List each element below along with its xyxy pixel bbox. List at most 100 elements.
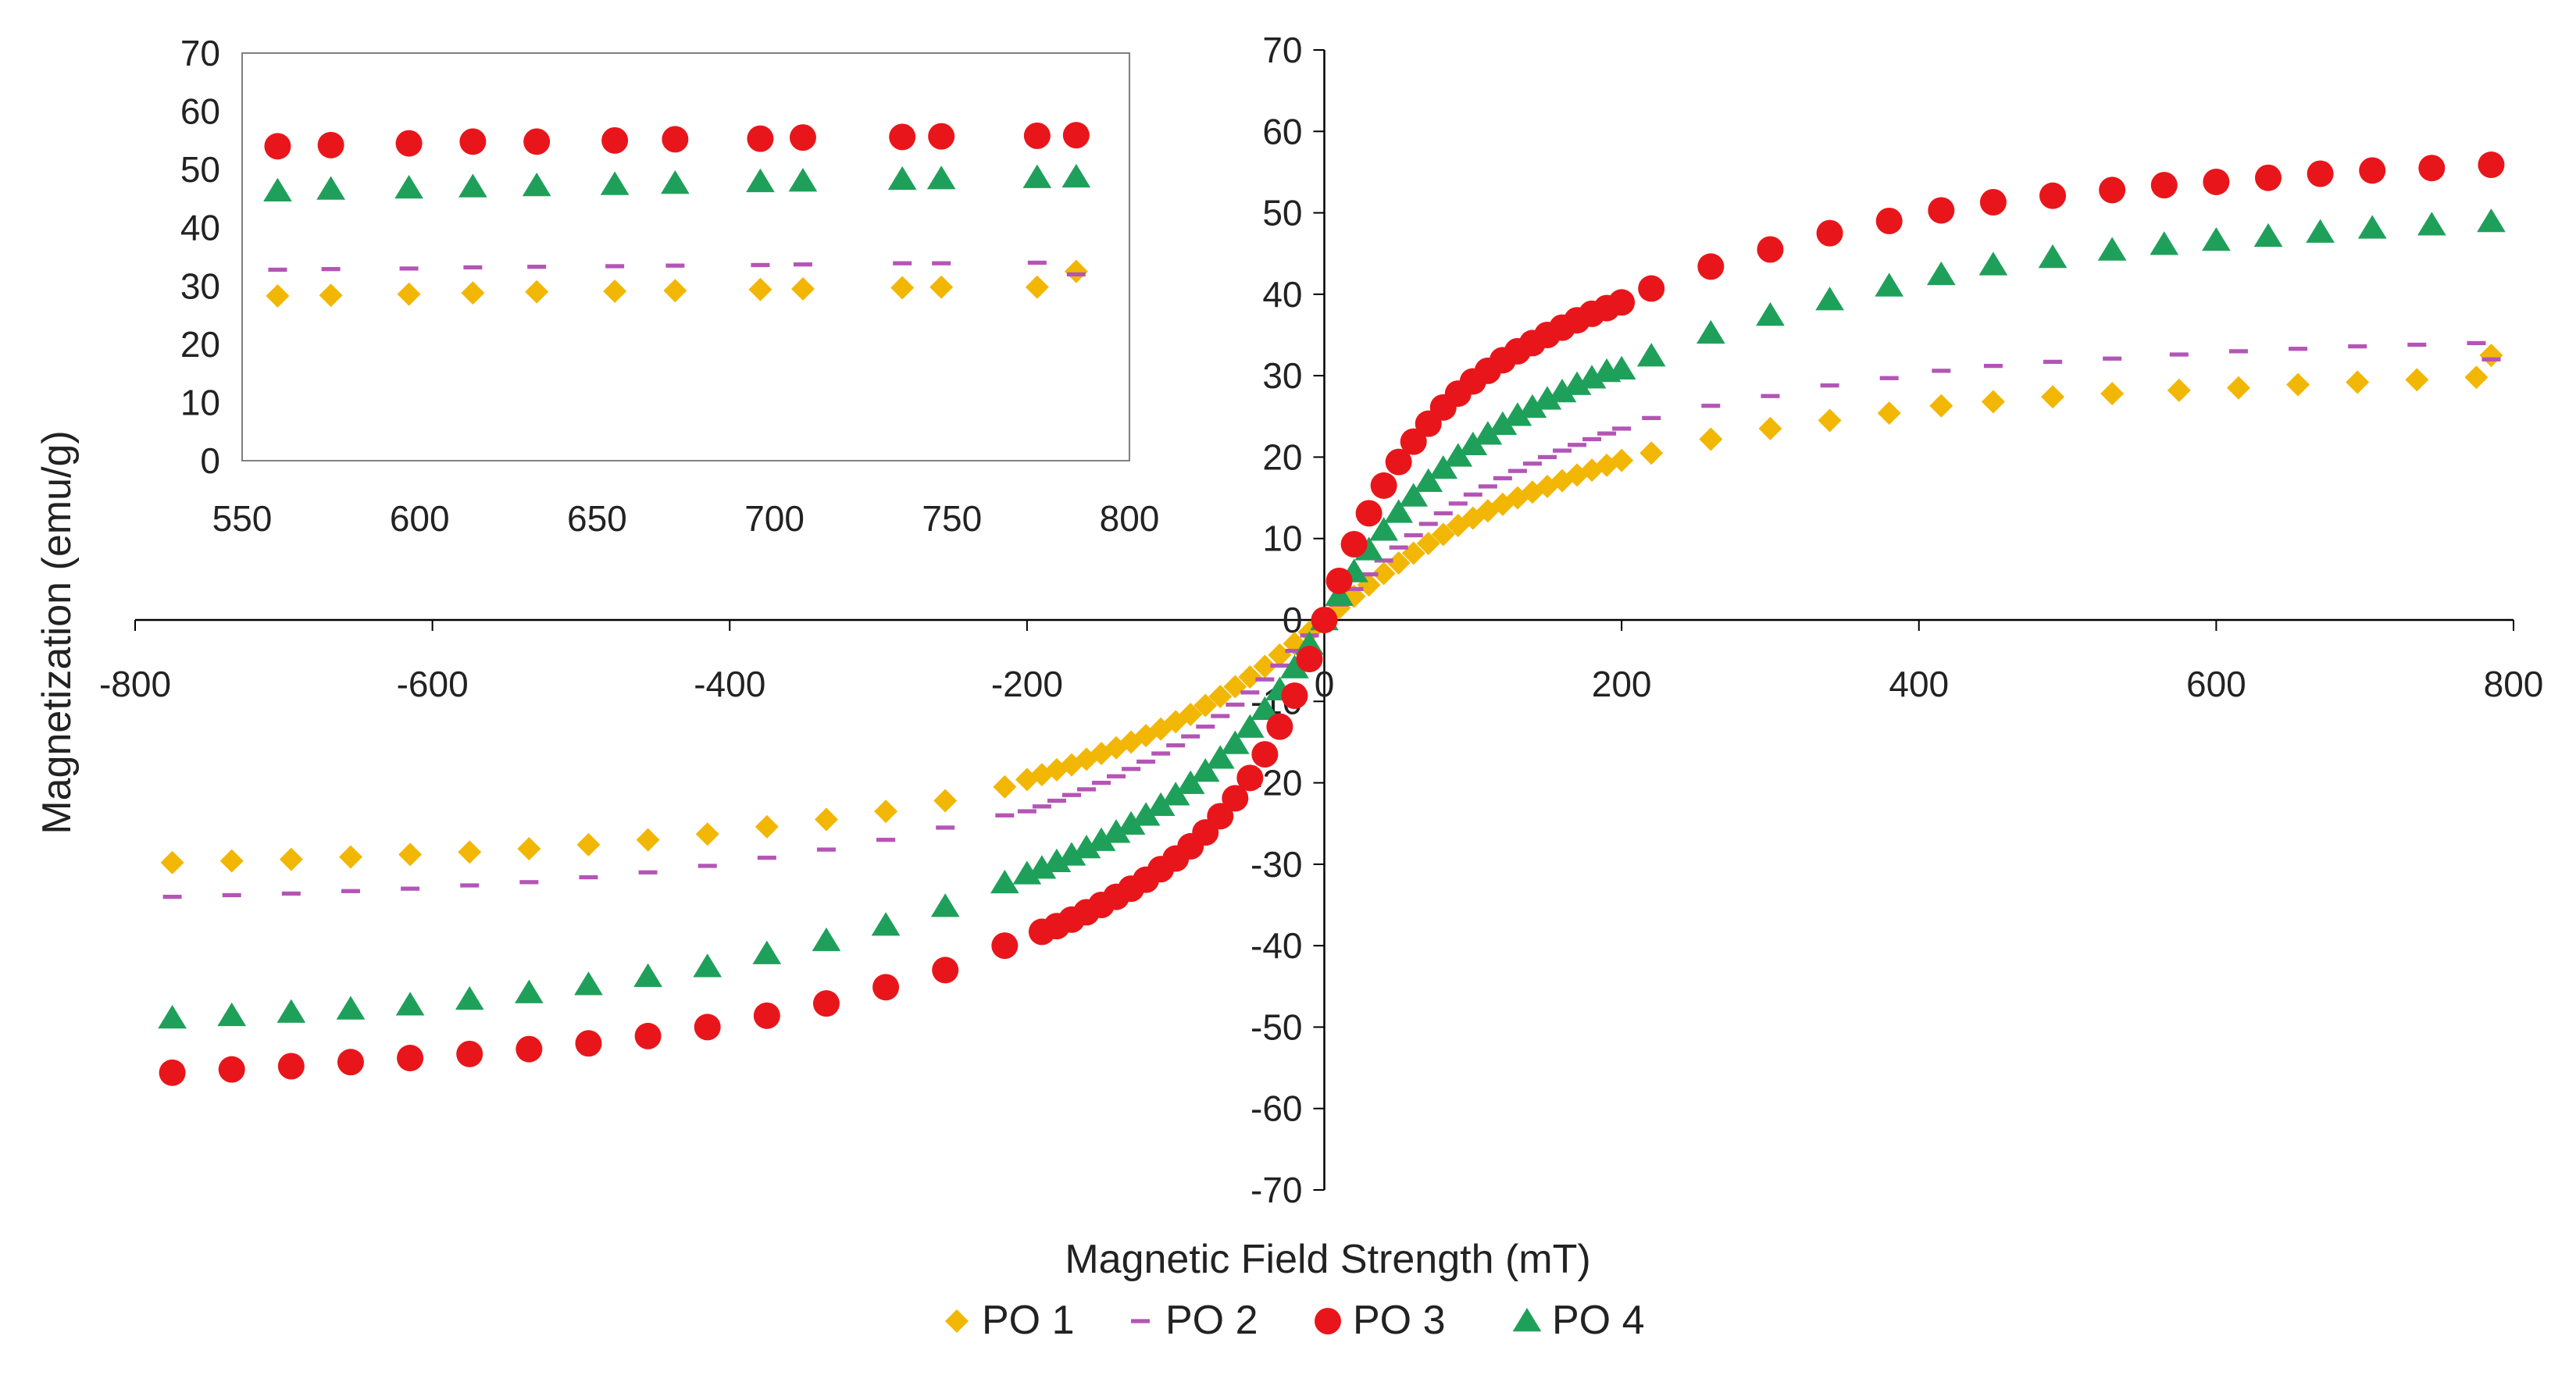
data-point <box>1431 522 1455 547</box>
inset-data-point <box>399 266 419 271</box>
data-point <box>694 1013 721 1041</box>
data-point <box>2202 227 2231 251</box>
data-point <box>1488 411 1518 435</box>
main-x-tick-label: 0 <box>1315 664 1335 704</box>
data-point <box>1443 443 1473 467</box>
inset-data-point <box>890 276 915 300</box>
main-x-tick-label: 600 <box>2186 664 2246 704</box>
data-point <box>1101 819 1131 843</box>
inset-data-point <box>394 175 423 199</box>
inset-series-po-3 <box>264 122 1090 160</box>
data-point <box>1280 654 1309 679</box>
legend-marker <box>945 1309 969 1333</box>
main-x-tick-label: 400 <box>1889 664 1949 704</box>
inset-data-point <box>321 267 341 272</box>
inset-data-point <box>461 281 485 305</box>
data-point <box>2477 208 2506 233</box>
data-point <box>219 849 244 873</box>
inset-data-point <box>603 279 627 303</box>
data-point <box>1568 443 1587 447</box>
data-point <box>1877 401 1901 426</box>
data-point <box>460 883 480 888</box>
inset-y-tick-label: 0 <box>200 440 220 481</box>
inset-data-point <box>523 128 551 155</box>
data-point <box>1473 421 1503 445</box>
data-point <box>217 1002 247 1027</box>
data-point <box>1816 219 1843 247</box>
inset-data-point <box>600 171 630 195</box>
inset-data-point <box>889 123 916 151</box>
data-point <box>1758 416 1782 440</box>
data-point <box>2150 172 2178 199</box>
legend: PO 1 PO 2 PO 3 PO 4 <box>945 1298 1645 1343</box>
data-point <box>1478 484 1497 489</box>
data-point <box>519 880 539 885</box>
inset-y-tick-label: 60 <box>180 91 220 132</box>
data-point <box>1929 394 1953 418</box>
main-x-tick-label: 800 <box>2484 664 2544 704</box>
data-point <box>693 953 722 978</box>
data-point <box>1017 809 1036 814</box>
main-x-tick-label: -400 <box>694 664 765 704</box>
data-point <box>341 889 360 893</box>
data-point <box>1222 785 1249 812</box>
main-y-tick-label: 10 <box>1262 518 1302 559</box>
data-point <box>1638 275 1665 302</box>
data-point <box>2253 223 2283 248</box>
data-point <box>1463 492 1482 497</box>
data-point <box>158 1004 187 1029</box>
inset-data-point <box>793 262 812 267</box>
inset-data-point <box>395 130 423 157</box>
inset-y-tick-label: 30 <box>180 265 220 306</box>
data-point <box>695 822 719 846</box>
data-point <box>162 894 182 899</box>
inset-data-point <box>263 177 292 201</box>
data-point <box>1077 787 1096 792</box>
legend-marker <box>1315 1308 1341 1334</box>
data-point <box>1507 468 1527 473</box>
data-point <box>1433 511 1453 516</box>
main-x-axis-label: Magnetic Field Strength (mT) <box>1065 1237 1590 1282</box>
series-po-1 <box>160 344 2503 875</box>
data-point <box>752 940 782 964</box>
data-point <box>1285 648 1304 654</box>
inset-data-point <box>525 280 549 304</box>
main-y-tick-label: -40 <box>1251 925 1302 966</box>
inset-frame <box>241 52 1130 461</box>
data-point <box>1266 713 1293 740</box>
data-point <box>1355 500 1383 527</box>
data-point <box>757 855 776 860</box>
data-point <box>2226 376 2250 400</box>
data-point <box>2150 231 2179 255</box>
data-point <box>1251 696 1279 720</box>
inset-data-point <box>1027 260 1047 265</box>
data-point <box>1296 646 1323 673</box>
data-point <box>336 996 366 1020</box>
data-point <box>1416 531 1440 555</box>
data-point <box>1404 533 1423 538</box>
data-point <box>1597 431 1617 436</box>
data-point <box>160 850 184 875</box>
legend-item-po-2: PO 2 <box>1131 1298 1258 1343</box>
inset-data-point <box>316 176 345 200</box>
data-point <box>2097 237 2127 261</box>
data-point <box>218 1056 245 1083</box>
data-point <box>1399 483 1429 507</box>
data-point <box>1761 394 1780 398</box>
inset-data-point <box>663 279 687 303</box>
data-point <box>930 893 960 917</box>
data-point <box>1190 757 1220 782</box>
data-point <box>1374 558 1393 563</box>
inset-data-point <box>893 261 912 265</box>
main-x-tick-label: -800 <box>99 664 171 704</box>
data-point <box>1208 685 1233 709</box>
data-point <box>1701 404 1721 408</box>
data-point <box>1359 572 1379 577</box>
data-point <box>1325 567 1353 594</box>
data-point <box>458 840 482 864</box>
inset-data-point <box>527 265 547 269</box>
data-point <box>514 979 544 1003</box>
data-point <box>1251 741 1279 768</box>
data-point <box>1193 693 1218 718</box>
inset-data-point <box>601 126 629 154</box>
